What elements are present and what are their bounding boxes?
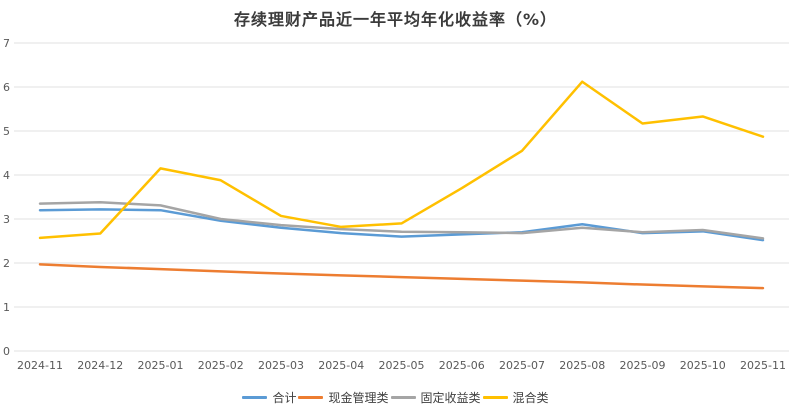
x-axis-tick-label: 2024-12: [77, 359, 123, 372]
legend-item-mixed[interactable]: 混合类: [482, 389, 549, 406]
x-axis-tick-label: 2025-09: [620, 359, 666, 372]
x-axis-tick-label: 2025-08: [559, 359, 605, 372]
legend-line-marker: [482, 396, 508, 399]
x-axis-tick-label: 2024-11: [17, 359, 63, 372]
legend-label: 固定收益类: [420, 391, 481, 405]
x-axis-tick-label: 2025-07: [499, 359, 545, 372]
x-axis-tick-label: 2025-02: [198, 359, 244, 372]
x-axis-tick-label: 2025-01: [138, 359, 184, 372]
y-axis-tick-label: 3: [3, 213, 10, 226]
series-line-2: [38, 201, 765, 240]
legend-line-marker: [298, 396, 324, 399]
legend-item-fixed-income[interactable]: 固定收益类: [390, 389, 481, 406]
y-axis-tick-label: 0: [3, 345, 10, 358]
x-axis-tick-label: 2025-11: [740, 359, 786, 372]
chart-legend: 合计 现金管理类 固定收益类 混合类: [0, 389, 791, 406]
series-line-3: [38, 80, 765, 240]
x-axis-tick-label: 2025-04: [318, 359, 364, 372]
legend-item-cash-management[interactable]: 现金管理类: [298, 389, 389, 406]
y-axis-tick-label: 4: [3, 169, 10, 182]
legend-item-total[interactable]: 合计: [242, 389, 296, 406]
chart-title: 存续理财产品近一年平均年化收益率（%）: [233, 10, 558, 29]
y-axis-tick-label: 6: [3, 81, 10, 94]
y-axis-tick-label: 1: [3, 301, 10, 314]
y-axis-tick-label: 7: [3, 37, 10, 50]
y-axis-tick-label: 5: [3, 125, 10, 138]
legend-line-marker: [390, 396, 416, 399]
series-line-1: [38, 263, 765, 290]
legend-line-marker: [242, 396, 268, 399]
x-axis-tick-label: 2025-06: [439, 359, 485, 372]
x-axis-tick-label: 2025-05: [379, 359, 425, 372]
legend-label: 合计: [272, 391, 297, 405]
series-line-0: [38, 208, 765, 242]
legend-label: 混合类: [512, 391, 549, 405]
x-axis-tick-label: 2025-10: [680, 359, 726, 372]
legend-label: 现金管理类: [328, 391, 389, 405]
x-axis-tick-label: 2025-03: [258, 359, 304, 372]
y-axis-tick-label: 2: [3, 257, 10, 270]
